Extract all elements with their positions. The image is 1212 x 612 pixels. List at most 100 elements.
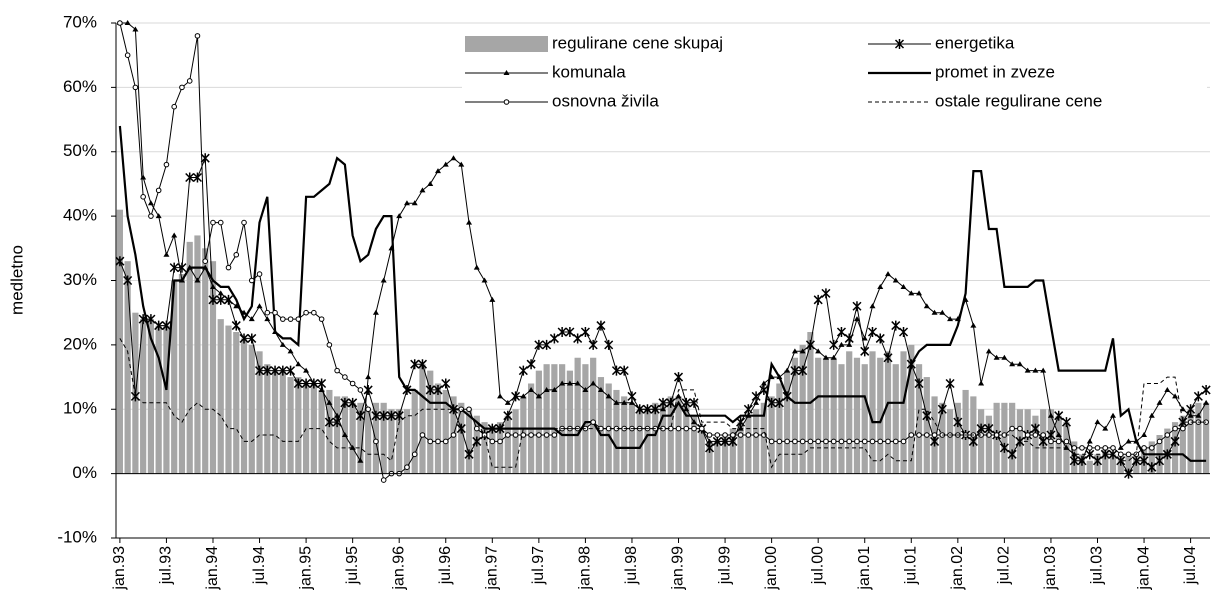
triangle-marker <box>791 348 798 354</box>
series-line <box>118 125 1207 462</box>
bar <box>225 325 232 474</box>
star-marker <box>542 339 552 350</box>
circle-marker <box>1079 445 1085 451</box>
bar <box>613 389 620 474</box>
bar <box>396 409 403 474</box>
circle-marker <box>365 406 371 413</box>
star-marker <box>798 365 808 376</box>
triangle-marker <box>372 309 379 315</box>
triangle-marker <box>605 393 612 399</box>
bar <box>869 351 876 474</box>
circle-marker <box>473 425 480 432</box>
circle-marker <box>303 309 309 316</box>
bar <box>233 332 240 474</box>
star-marker <box>239 333 249 344</box>
bar <box>279 370 286 474</box>
star-marker <box>573 333 583 344</box>
circle-marker <box>241 219 247 226</box>
triangle-marker <box>326 399 333 405</box>
bar <box>248 344 255 474</box>
bar <box>1179 415 1186 474</box>
y-tick-label: 40% <box>63 206 97 225</box>
star-marker <box>1139 455 1149 466</box>
bar <box>791 357 799 474</box>
circle-marker <box>1017 425 1023 432</box>
bar <box>846 351 853 474</box>
bar <box>1148 441 1155 474</box>
star-marker <box>255 365 265 376</box>
bar <box>388 409 395 474</box>
bar <box>1009 402 1016 474</box>
star-marker <box>417 359 428 370</box>
circle-marker <box>194 33 201 39</box>
triangle-marker <box>1164 386 1171 392</box>
bar <box>861 364 868 474</box>
series-line <box>119 338 1207 469</box>
bar <box>908 344 915 474</box>
y-tick-label: 20% <box>63 334 97 353</box>
triangle-marker <box>830 354 837 360</box>
triangle-marker <box>1001 354 1008 360</box>
circle-marker <box>536 432 542 438</box>
legend-label: osnovna živila <box>552 91 659 110</box>
bar <box>194 235 201 474</box>
circle-marker <box>1071 445 1078 451</box>
triangle-marker <box>124 20 131 25</box>
bar <box>675 396 682 474</box>
star-marker <box>394 410 404 421</box>
circle-marker <box>1086 445 1093 451</box>
circle-marker <box>512 432 519 438</box>
triangle-marker <box>815 348 822 354</box>
triangle-marker <box>380 277 387 283</box>
triangle-marker <box>295 361 302 367</box>
star-marker <box>813 294 823 305</box>
circle-marker <box>295 316 302 322</box>
circle-marker <box>675 425 682 432</box>
legend-label: ostale regulirane cene <box>935 91 1102 110</box>
star-marker <box>898 327 909 337</box>
triangle-marker <box>140 174 147 180</box>
star-marker <box>363 384 373 395</box>
circle-marker <box>179 84 185 91</box>
x-tick-label: jul.02 <box>996 546 1013 585</box>
triangle-marker <box>628 399 635 405</box>
bar <box>683 402 690 474</box>
circle-marker <box>1164 432 1171 438</box>
bar <box>365 409 372 474</box>
star-marker <box>192 172 202 183</box>
star-marker <box>332 417 342 428</box>
star-marker <box>169 262 179 273</box>
triangle-marker <box>1040 367 1047 373</box>
bar <box>1102 447 1109 474</box>
bar <box>1171 422 1179 474</box>
x-tick-label: jan.02 <box>949 546 966 591</box>
triangle-marker <box>559 380 566 386</box>
triangle-marker <box>683 406 690 412</box>
star-marker <box>161 320 171 331</box>
triangle-marker <box>1094 419 1101 425</box>
triangle-marker <box>543 386 550 392</box>
circle-marker <box>1149 445 1155 451</box>
star-marker <box>317 378 327 389</box>
triangle-marker <box>1172 393 1179 399</box>
bar <box>163 325 170 474</box>
circle-marker <box>1125 451 1132 458</box>
circle-marker <box>163 161 170 168</box>
star-marker <box>829 339 839 350</box>
x-tick-label: jan.03 <box>1042 546 1059 591</box>
x-tick-label: jan.95 <box>297 546 314 591</box>
circle-marker <box>807 438 814 445</box>
star-marker <box>433 384 443 395</box>
bar <box>760 402 767 474</box>
bar <box>659 402 667 474</box>
x-tick-label: jan.96 <box>390 546 407 591</box>
y-tick-label: 0% <box>72 463 97 482</box>
bar <box>753 409 760 474</box>
bar <box>543 364 550 474</box>
star-marker <box>123 275 133 286</box>
triangle-marker <box>503 70 510 75</box>
star-marker <box>154 320 164 331</box>
star-marker <box>1030 423 1040 434</box>
triangle-marker <box>931 309 938 315</box>
